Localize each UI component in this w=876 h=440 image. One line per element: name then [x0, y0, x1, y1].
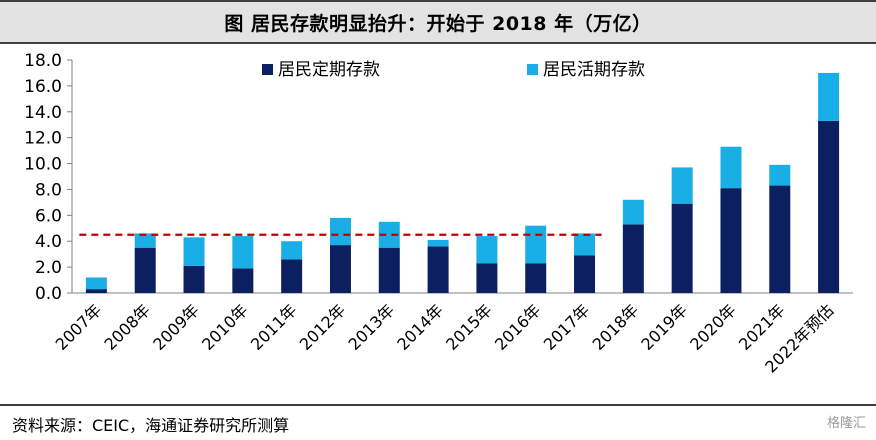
x-tick-label: 2020年: [686, 300, 740, 354]
bar-demand-deposit: [476, 236, 498, 264]
legend-demand-deposit-swatch: [527, 64, 538, 75]
bar-demand-deposit: [818, 72, 840, 121]
bar-fixed-deposit: [818, 120, 840, 293]
x-tick-label: 2017年: [540, 300, 594, 354]
bar-fixed-deposit: [232, 268, 254, 293]
bar-demand-deposit: [183, 237, 205, 266]
y-tick-label: 16.0: [24, 77, 62, 97]
x-tick-label: 2007年: [52, 300, 106, 354]
source-note: 资料来源：CEIC，海通证券研究所测算: [12, 416, 290, 435]
bar-fixed-deposit: [378, 247, 400, 293]
x-tick-label: 2015年: [442, 300, 496, 354]
bar-demand-deposit: [622, 199, 644, 225]
bar-fixed-deposit: [574, 255, 596, 293]
x-tick-label: 2010年: [198, 300, 252, 354]
y-tick-label: 14.0: [24, 103, 62, 123]
bar-fixed-deposit: [671, 203, 693, 293]
chart-title-bar: 图 居民存款明显抬升：开始于 2018 年（万亿）: [0, 0, 876, 44]
bar-demand-deposit: [134, 233, 156, 248]
chart-title: 图 居民存款明显抬升：开始于 2018 年（万亿）: [224, 12, 652, 35]
bar-fixed-deposit: [427, 246, 449, 293]
bar-demand-deposit: [769, 164, 791, 186]
bar-fixed-deposit: [720, 188, 742, 293]
bar-fixed-deposit: [183, 265, 205, 293]
bar-fixed-deposit: [85, 289, 107, 293]
watermark-logo: 格隆汇: [826, 416, 866, 431]
legend-demand-deposit-label: 居民活期存款: [543, 60, 645, 80]
bar-fixed-deposit: [525, 263, 547, 293]
bar-fixed-deposit: [622, 224, 644, 293]
x-tick-label: 2018年: [589, 300, 643, 354]
legend-fixed-deposit-label: 居民定期存款: [278, 60, 380, 80]
y-tick-label: 18.0: [24, 51, 62, 71]
y-tick-label: 8.0: [35, 180, 62, 200]
x-tick-label: 2019年: [637, 300, 691, 354]
y-tick-label: 6.0: [35, 206, 62, 226]
legend-fixed-deposit-swatch: [262, 64, 273, 75]
y-tick-label: 4.0: [35, 232, 62, 252]
bar-demand-deposit: [574, 233, 596, 256]
bar-fixed-deposit: [281, 259, 303, 293]
bar-fixed-deposit: [769, 185, 791, 293]
x-tick-label: 2008年: [100, 300, 154, 354]
x-tick-label: 2013年: [345, 300, 399, 354]
bar-demand-deposit: [378, 221, 400, 248]
bar-demand-deposit: [329, 217, 351, 246]
x-tick-label: 2009年: [149, 300, 203, 354]
bar-demand-deposit: [720, 146, 742, 189]
x-tick-label: 2016年: [491, 300, 545, 354]
bar-demand-deposit: [281, 241, 303, 260]
bar-demand-deposit: [427, 239, 449, 247]
footer-divider: [0, 404, 876, 406]
bar-fixed-deposit: [329, 245, 351, 293]
bar-demand-deposit: [232, 236, 254, 269]
bar-fixed-deposit: [134, 247, 156, 293]
bar-fixed-deposit: [476, 263, 498, 293]
y-tick-label: 10.0: [24, 155, 62, 175]
y-tick-label: 12.0: [24, 129, 62, 149]
x-tick-label: 2012年: [296, 300, 350, 354]
bar-demand-deposit: [85, 277, 107, 290]
x-tick-label: 2011年: [247, 300, 301, 354]
bar-demand-deposit: [671, 167, 693, 204]
y-tick-label: 0.0: [35, 284, 62, 304]
x-tick-label: 2014年: [393, 300, 447, 354]
y-tick-label: 2.0: [35, 258, 62, 278]
bar-demand-deposit: [525, 225, 547, 264]
stacked-bar-chart: 0.0 2.0 4.0 6.0 8.0 10.0 12.0 14.0 16.0 18.0 2007年…: [24, 51, 853, 377]
